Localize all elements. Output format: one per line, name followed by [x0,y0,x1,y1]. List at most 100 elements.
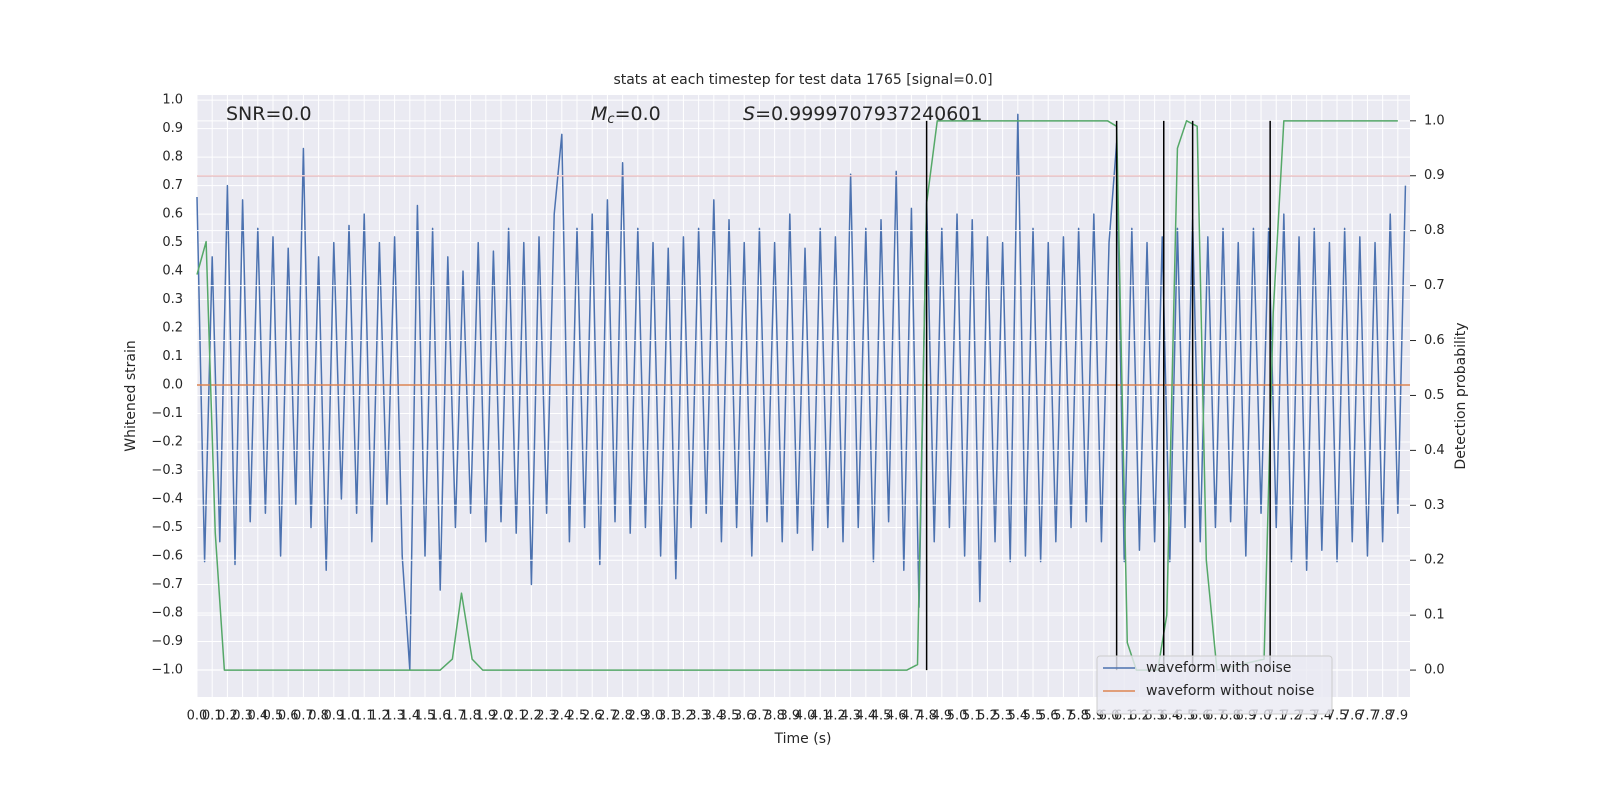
x-tick-label: 3.0 [643,709,664,724]
y2-tick-label: 0.1 [1424,608,1445,623]
x-tick-label: 1.7 [445,709,466,724]
x-tick-label: 1.1 [354,709,375,724]
x-tick-label: 5.7 [1053,709,1074,724]
y-tick-label: −0.3 [151,463,183,478]
y-tick-label: 0.3 [162,292,183,307]
y2-axis-label: Detection probability [1453,322,1469,469]
x-tick-label: 0.3 [232,709,253,724]
x-tick-label: 1.3 [384,709,405,724]
x-tick-label: 1.2 [369,709,390,724]
x-tick-label: 1.4 [399,709,420,724]
x-tick-label: 2.5 [567,709,588,724]
x-tick-label: 5.8 [1068,709,1089,724]
x-tick-label: 5.3 [992,709,1013,724]
y-tick-label: −0.5 [151,520,183,535]
annotation-symbol: S [743,103,755,125]
x-tick-label: 4.3 [840,709,861,724]
x-tick-label: 4.9 [931,709,952,724]
x-tick-label: 2.3 [536,709,557,724]
x-tick-label: 1.5 [415,709,436,724]
x-tick-label: 2.2 [521,709,542,724]
x-tick-label: 3.2 [673,709,694,724]
legend: waveform with noise waveform without nois… [1096,655,1333,715]
annotation: Mc=0.0 [591,103,661,127]
x-tick-label: 0.6 [278,709,299,724]
y-axis-label: Whitened strain [123,340,139,451]
x-tick-label: 3.8 [764,709,785,724]
x-tick-label: 4.7 [901,709,922,724]
y-tick-label: 0.6 [162,207,183,222]
x-tick-label: 5.6 [1038,709,1059,724]
y-tick-label: −0.6 [151,548,183,563]
y-tick-label: 0.9 [162,121,183,136]
x-tick-label: 5.2 [977,709,998,724]
x-tick-label: 0.2 [217,709,238,724]
x-tick-label: 4.2 [825,709,846,724]
x-tick-label: 0.4 [247,709,268,724]
x-tick-label: 1.0 [339,709,360,724]
y-tick-label: 0.8 [162,150,183,165]
annotation: SNR=0.0 [226,103,312,125]
y-tick-label: −0.1 [151,406,183,421]
x-tick-label: 5.5 [1023,709,1044,724]
x-tick-label: 2.0 [491,709,512,724]
x-tick-label: 7.6 [1342,709,1363,724]
y-tick-label: −1.0 [151,662,183,677]
x-tick-label: 2.9 [627,709,648,724]
y-tick-label: 0.2 [162,321,183,336]
x-tick-label: 3.3 [688,709,709,724]
legend-label: waveform with noise [1146,660,1291,676]
annotation-symbol: M [591,103,607,125]
x-tick-label: 0.8 [308,709,329,724]
x-tick-label: 0.7 [293,709,314,724]
x-tick-label: 5.4 [1007,709,1028,724]
x-tick-label: 1.6 [430,709,451,724]
x-tick-label: 0.0 [187,709,208,724]
x-tick-label: 5.0 [947,709,968,724]
y2-tick-label: 0.5 [1424,388,1445,403]
y-tick-label: 0.0 [162,378,183,393]
y2-tick-label: 0.9 [1424,168,1445,183]
annotation-subscript: c [607,112,614,127]
x-tick-label: 3.4 [703,709,724,724]
y2-tick-label: 0.4 [1424,443,1445,458]
x-tick-label: 2.1 [506,709,527,724]
y2-tick-label: 0.2 [1424,553,1445,568]
y2-tick-label: 1.0 [1424,113,1445,128]
annotation-text: =0.0 [615,103,661,125]
y-tick-label: −0.2 [151,435,183,450]
y-tick-label: −0.8 [151,605,183,620]
x-tick-label: 7.7 [1357,709,1378,724]
annotation: S=0.9999707937240601 [743,103,983,125]
y-tick-label: 0.7 [162,178,183,193]
x-tick-label: 0.9 [323,709,344,724]
y2-tick-label: 0.7 [1424,278,1445,293]
x-tick-label: 4.5 [871,709,892,724]
x-tick-label: 4.0 [795,709,816,724]
y-tick-label: 0.4 [162,264,183,279]
x-axis-label: Time (s) [774,731,832,747]
annotation-text: SNR=0.0 [226,103,312,125]
x-tick-label: 0.5 [263,709,284,724]
x-tick-label: 4.4 [855,709,876,724]
y-tick-label: 0.1 [162,349,183,364]
plot-area [197,95,1410,697]
x-tick-label: 5.1 [962,709,983,724]
y-tick-label: −0.9 [151,634,183,649]
x-tick-label: 2.4 [551,709,572,724]
y-tick-label: 0.5 [162,235,183,250]
x-tick-label: 3.5 [719,709,740,724]
x-tick-label: 7.9 [1387,709,1408,724]
x-tick-label: 0.1 [202,709,223,724]
annotation-text: =0.9999707937240601 [755,103,982,125]
x-tick-label: 2.6 [582,709,603,724]
y2-tick-label: 0.6 [1424,333,1445,348]
x-tick-label: 1.9 [475,709,496,724]
x-tick-label: 4.1 [810,709,831,724]
y2-tick-label: 0.8 [1424,223,1445,238]
chart-title: stats at each timestep for test data 176… [613,72,992,88]
x-tick-label: 4.6 [886,709,907,724]
y-tick-label: 1.0 [162,93,183,108]
